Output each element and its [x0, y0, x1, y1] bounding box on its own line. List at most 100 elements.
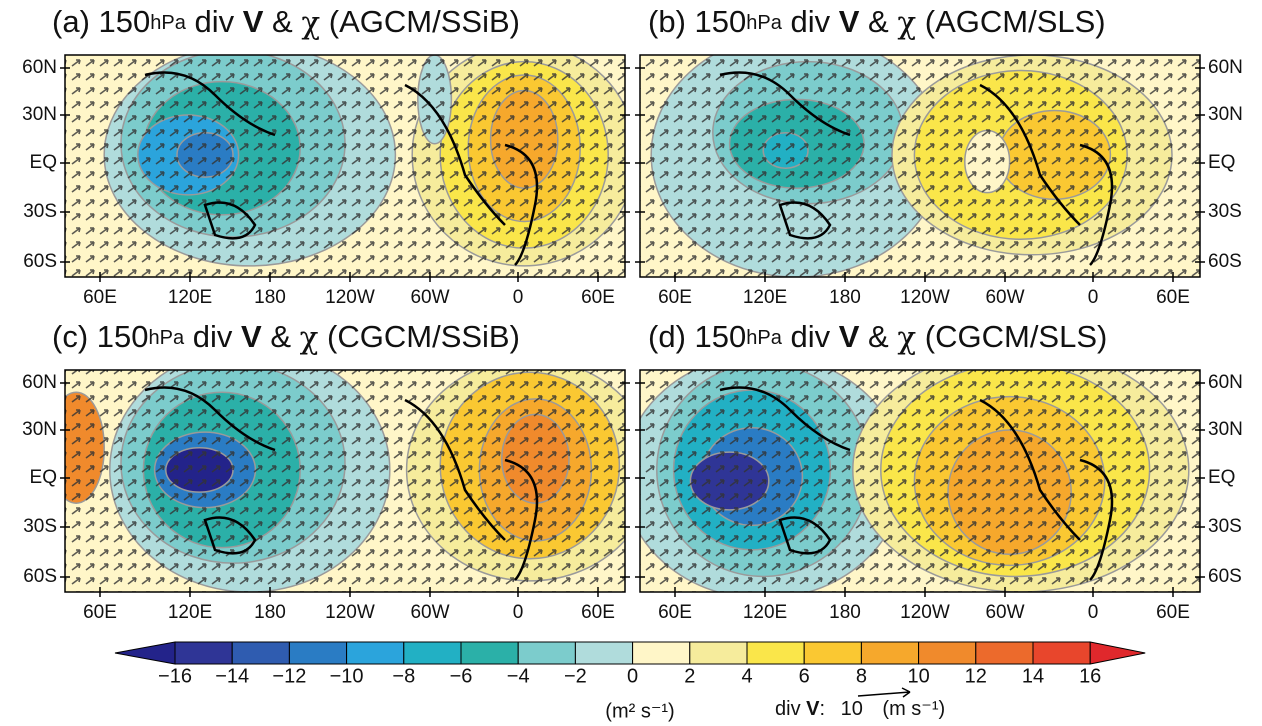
colorbar-segment [803, 641, 862, 665]
colorbar-low [114, 641, 176, 665]
lat-label: EQ [30, 152, 57, 173]
colorbar-label: −16 [158, 665, 192, 687]
lat-label: 60N [22, 372, 57, 393]
colorbar-label: 8 [856, 665, 867, 687]
text-part: 150 [99, 4, 151, 39]
colorbar-label: −10 [330, 665, 364, 687]
colorbar-label: 6 [799, 665, 810, 687]
colorbar-label: 16 [1079, 665, 1101, 687]
text-part: hPa [746, 327, 782, 349]
panel-title: (d) 150hPa div V & χ (CGCM/SLS) [648, 319, 1107, 355]
text-part: & [272, 4, 293, 39]
coastline [719, 386, 1114, 581]
lon-label: 120E [743, 287, 787, 308]
lon-label: 60W [985, 602, 1024, 623]
colorbar-label: −2 [564, 665, 587, 687]
lat-label: 60N [1208, 57, 1243, 78]
lon-label: 180 [254, 287, 286, 308]
colorbar-segment [975, 641, 1034, 665]
colorbar-units: (m² s⁻¹) [605, 700, 674, 722]
coastline [144, 71, 539, 266]
wind-vectors [640, 55, 1200, 277]
colorbar-segment [288, 641, 348, 665]
lon-label: 60E [581, 602, 615, 623]
text-part: 10 [841, 698, 863, 720]
lon-label: 120E [743, 602, 787, 623]
text-part: & [868, 4, 889, 39]
lon-label: 0 [513, 602, 524, 623]
text-part: (b) [648, 4, 686, 39]
wind-vectors [65, 55, 625, 277]
lon-label: 60E [1156, 602, 1190, 623]
text-part: : [819, 698, 825, 720]
map-frame [64, 54, 626, 278]
panel-title: (b) 150hPa div V & χ (AGCM/SLS) [648, 4, 1106, 40]
lat-label: 30N [22, 104, 57, 125]
text-part: (a) [52, 4, 90, 39]
colorbar-high [1089, 641, 1146, 665]
text-part: 150 [97, 319, 149, 354]
text-part: hPa [746, 12, 782, 34]
lon-label: 60W [410, 287, 449, 308]
map-frame [639, 369, 1201, 593]
colorbar-label: −8 [392, 665, 415, 687]
colorbar-label: 0 [627, 665, 638, 687]
colorbar-segment [517, 641, 576, 665]
lon-label: 0 [1088, 602, 1099, 623]
text-part: & [270, 319, 291, 354]
text-part: div [194, 4, 234, 39]
text-part: (m s⁻¹) [882, 698, 945, 720]
lat-label: 60N [22, 57, 57, 78]
lon-label: 0 [513, 287, 524, 308]
lon-label: 120W [900, 287, 950, 308]
colorbar-label: −14 [215, 665, 249, 687]
colorbar-segment [460, 641, 519, 665]
text-part: V [839, 4, 860, 39]
text-part: V [839, 319, 860, 354]
lon-label: 120W [900, 602, 950, 623]
colorbar-segment [689, 641, 748, 665]
lon-label: 120E [168, 287, 212, 308]
lat-label: 30S [23, 516, 57, 537]
colorbar-label: −12 [272, 665, 306, 687]
text-part: div [193, 319, 233, 354]
text-part: χ [301, 5, 320, 41]
map [65, 370, 625, 592]
lon-label: 120E [168, 602, 212, 623]
map [640, 370, 1200, 592]
lat-label: 60N [1208, 372, 1243, 393]
map-frame [639, 54, 1201, 278]
lat-label: EQ [1208, 152, 1235, 173]
lon-label: 180 [254, 602, 286, 623]
lon-label: 60E [83, 602, 117, 623]
colorbar-segment [1032, 641, 1091, 665]
map [65, 55, 625, 277]
colorbar-label: 4 [741, 665, 752, 687]
wind-vectors [65, 370, 625, 592]
vector-key: div V: 10 (m s⁻¹) [775, 698, 945, 720]
colorbar-segment [746, 641, 805, 665]
colorbar-segment [574, 641, 634, 665]
text-part: (d) [648, 319, 686, 354]
lat-label: 30S [1208, 516, 1242, 537]
lat-label: 30N [1208, 419, 1243, 440]
colorbar-segment [403, 641, 462, 665]
lon-label: 60E [83, 287, 117, 308]
lat-label: 30S [23, 201, 57, 222]
text-part: (CGCM/SSiB) [327, 319, 520, 354]
colorbar-segment [174, 641, 233, 665]
text-part: hPa [150, 12, 186, 34]
lon-label: 120W [325, 287, 375, 308]
colorbar-label: 14 [1022, 665, 1044, 687]
lat-label: 30S [1208, 201, 1242, 222]
coastline [144, 386, 539, 581]
text-part: χ [897, 5, 916, 41]
text-part: V [806, 698, 820, 720]
text-part: div [790, 319, 830, 354]
lat-label: EQ [1208, 467, 1235, 488]
map [640, 55, 1200, 277]
colorbar-segment [860, 641, 920, 665]
lat-label: 30N [1208, 104, 1243, 125]
lat-label: 60S [23, 251, 57, 272]
